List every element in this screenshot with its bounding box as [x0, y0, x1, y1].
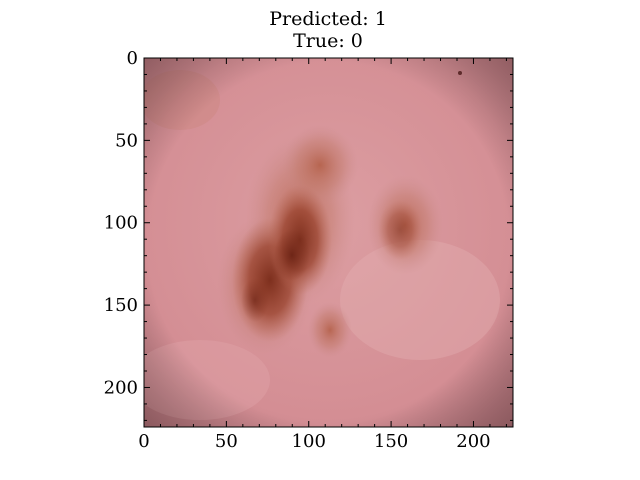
axis-ticks [143, 57, 513, 427]
true-label: True: 0 [293, 30, 363, 52]
plot-title: Predicted: 1 True: 0 [144, 8, 512, 52]
y-tick-label: 100 [104, 213, 138, 234]
x-tick-label: 200 [456, 431, 490, 452]
x-tick-label: 0 [138, 431, 149, 452]
axes-frame [143, 57, 514, 428]
y-tick-label: 200 [104, 377, 138, 398]
predicted-label: Predicted: 1 [269, 8, 387, 30]
axis-tick-labels: 0 50 100 150 200 0 50 100 150 200 [104, 48, 491, 452]
lesion-image [144, 58, 513, 427]
x-tick-label: 100 [292, 431, 326, 452]
y-tick-label: 150 [104, 295, 138, 316]
x-tick-label: 50 [215, 431, 238, 452]
y-tick-label: 50 [115, 130, 138, 151]
x-tick-label: 150 [374, 431, 408, 452]
y-tick-label: 0 [127, 48, 138, 69]
